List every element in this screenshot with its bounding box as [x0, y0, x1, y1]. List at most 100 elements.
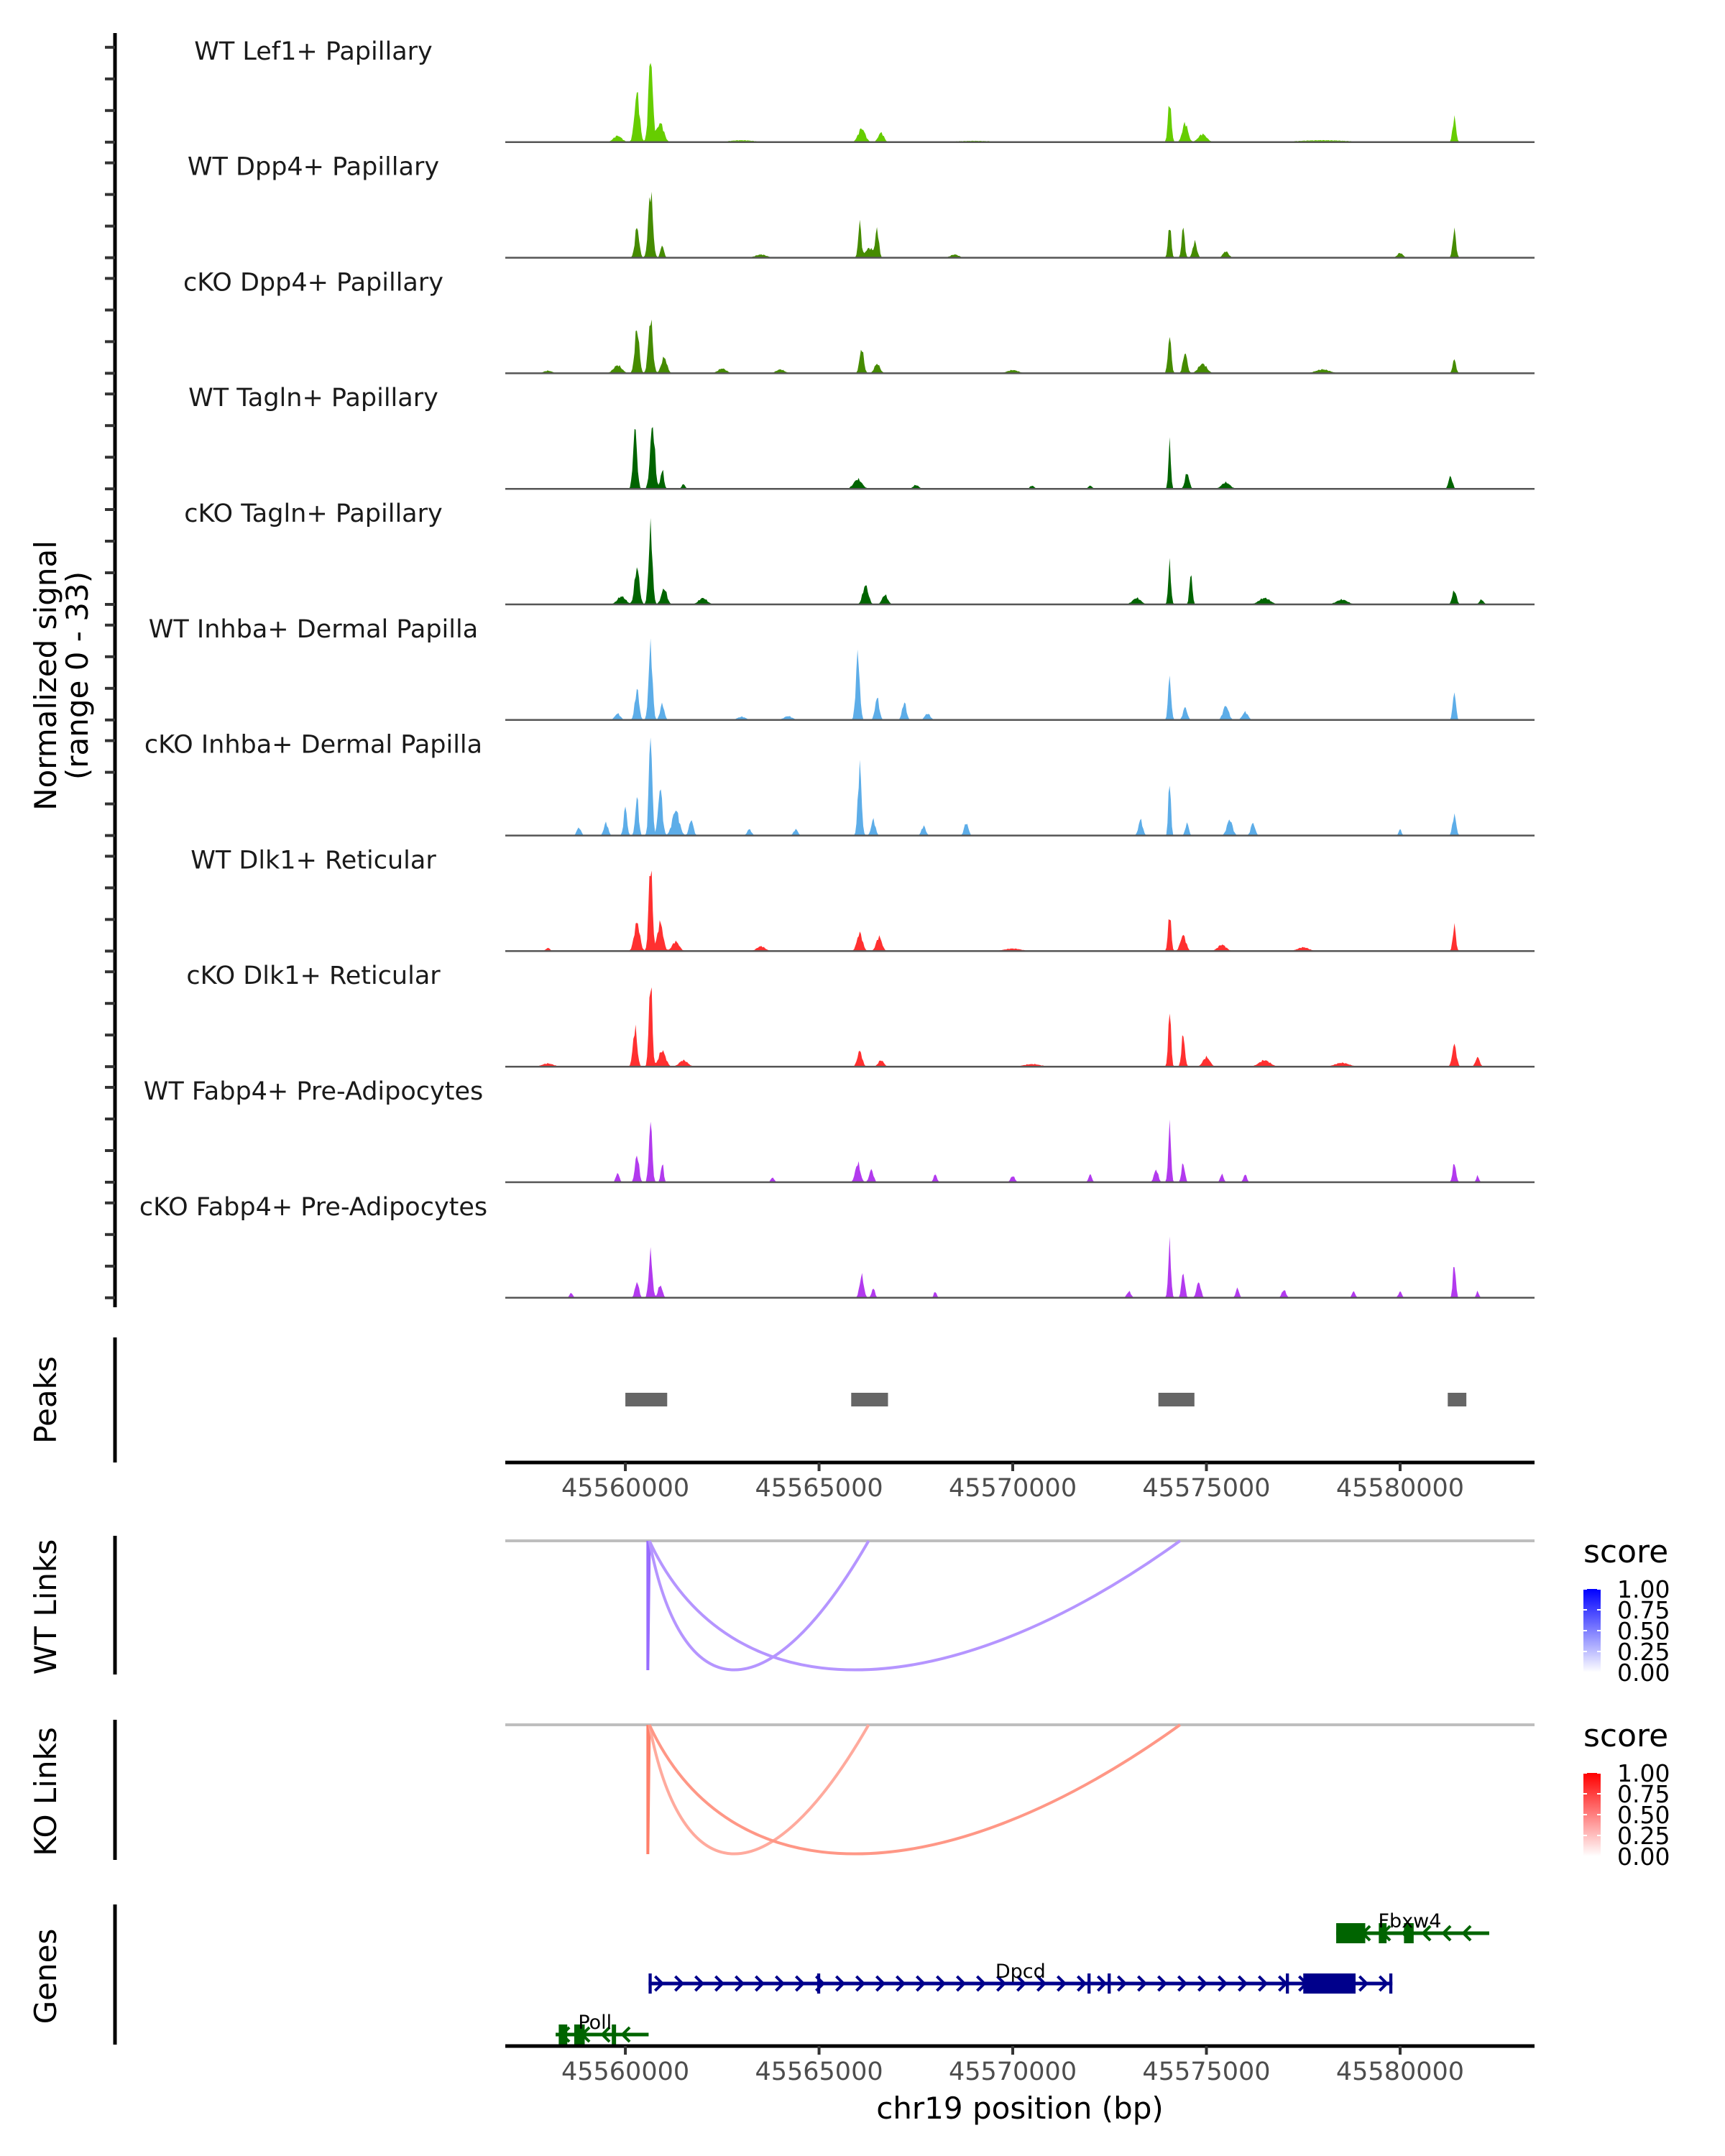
- y-axis-title: Normalized signal (range 0 - 33): [28, 540, 95, 811]
- coverage-track: WT Dpp4+ Papillary: [188, 153, 1535, 259]
- peak-regions: [625, 1393, 1467, 1406]
- peaks-track-label: Peaks: [28, 1356, 63, 1444]
- gene-model: Fbxw4: [1336, 1910, 1489, 1943]
- strand-arrow-icon: [955, 1975, 967, 1992]
- x-axis-title: chr19 position (bp): [876, 2091, 1164, 2126]
- y-axis-title-range: (range 0 - 33): [60, 571, 95, 780]
- coverage-area: [505, 870, 1535, 952]
- strand-arrow-icon: [1217, 1975, 1228, 1992]
- legend-tick-label: 0.00: [1617, 1843, 1670, 1871]
- strand-arrow-icon: [1156, 1975, 1168, 1992]
- coverage-area: [505, 1119, 1535, 1182]
- coverage-track: cKO Dpp4+ Papillary: [183, 268, 1535, 374]
- coverage-area: [505, 191, 1535, 258]
- coverage-y-ticks: [105, 45, 115, 1299]
- track-label: WT Dpp4+ Papillary: [188, 153, 439, 182]
- x-tick-label: 45580000: [1336, 2058, 1464, 2086]
- legend-tick-label: 0.50: [1617, 1617, 1670, 1645]
- strand-arrow-icon: [653, 1975, 665, 1992]
- track-label: cKO Tagln+ Papillary: [184, 499, 443, 528]
- peaks-x-axis: 45560000 45565000 45570000 45575000 45580000: [561, 1462, 1464, 1503]
- peak-region: [625, 1393, 668, 1406]
- strand-arrow-icon: [1016, 1975, 1027, 1992]
- score-legends: score1.000.750.500.250.00score1.000.750.…: [1583, 1534, 1670, 1871]
- strand-arrow-icon: [1056, 1975, 1067, 1992]
- x-tick-label: 45570000: [949, 2058, 1077, 2086]
- strand-arrow-icon: [1237, 1975, 1248, 1992]
- gene-exon: [612, 2024, 617, 2045]
- strand-arrow-icon: [1358, 1975, 1369, 1992]
- gene-label: Poll: [578, 2012, 612, 2034]
- peak-region: [851, 1393, 888, 1406]
- track-label: cKO Dlk1+ Reticular: [186, 962, 441, 990]
- strand-arrow-icon: [995, 1975, 1007, 1992]
- x-axis: 45560000 45565000 45570000 45575000 45580000: [561, 2046, 1464, 2086]
- legend-tick-label: 0.00: [1617, 1659, 1670, 1687]
- x-tick-label: 45560000: [561, 2058, 689, 2086]
- coverage-area: [505, 517, 1535, 604]
- strand-arrow-icon: [1076, 1975, 1087, 1992]
- track-label: cKO Fabp4+ Pre-Adipocytes: [139, 1193, 487, 1222]
- strand-arrow-icon: [915, 1975, 926, 1992]
- gene-exon: [1404, 1923, 1414, 1943]
- strand-arrow-icon: [834, 1975, 846, 1992]
- strand-arrow-icon: [875, 1975, 886, 1992]
- strand-arrow-icon: [935, 1975, 947, 1992]
- strand-arrow-icon: [714, 1975, 725, 1992]
- y-axis-title-main: Normalized signal: [28, 540, 63, 811]
- coverage-area: [505, 1236, 1535, 1298]
- strand-arrow-icon: [1177, 1975, 1188, 1992]
- strand-arrow-icon: [895, 1975, 906, 1992]
- strand-arrow-icon: [1461, 1925, 1472, 1942]
- peak-region: [1158, 1393, 1195, 1406]
- link-arc: [646, 1540, 651, 1671]
- gene-models: Fbxw4 Dpcd Poll: [556, 1910, 1489, 2045]
- x-tick-label: 45575000: [1142, 1474, 1270, 1503]
- gene-exon: [1379, 1923, 1387, 1943]
- gene-exon: [648, 1973, 652, 1994]
- strand-arrow-icon: [1257, 1975, 1269, 1992]
- gene-model: Dpcd: [648, 1961, 1393, 1994]
- legend-tick-label: 1.00: [1617, 1759, 1670, 1787]
- x-tick-label: 45560000: [561, 1474, 689, 1503]
- strand-arrow-icon: [1378, 1975, 1389, 1992]
- gene-exon: [1285, 1973, 1289, 1994]
- strand-arrow-icon: [1441, 1925, 1452, 1942]
- coverage-track: cKO Tagln+ Papillary: [184, 499, 1535, 606]
- link-arc: [648, 1539, 1182, 1672]
- gene-exon: [1108, 1973, 1111, 1994]
- strand-arrow-icon: [975, 1975, 987, 1992]
- gene-exon: [816, 1973, 821, 1994]
- link-tracks: [505, 1539, 1535, 1856]
- coverage-track: WT Dlk1+ Reticular: [190, 846, 1535, 952]
- coverage-track: cKO Dlk1+ Reticular: [186, 962, 1535, 1068]
- strand-arrow-icon: [1197, 1975, 1208, 1992]
- strand-arrow-icon: [734, 1975, 745, 1992]
- legend-tick-label: 0.25: [1617, 1638, 1670, 1666]
- coverage-tracks: WT Lef1+ Papillary WT Dpp4+ Papillary cKO …: [139, 37, 1535, 1299]
- strand-arrow-icon: [600, 2026, 611, 2043]
- coverage-area: [505, 737, 1535, 836]
- strand-arrow-icon: [1096, 1975, 1108, 1992]
- link-arc: [648, 1724, 870, 1856]
- strand-arrow-icon: [1136, 1975, 1148, 1992]
- strand-arrow-icon: [620, 2026, 631, 2043]
- score-legend: score 1.000.750.500.250.00: [1583, 1718, 1670, 1871]
- coverage-area: [505, 63, 1535, 142]
- score-legend: score 1.000.750.500.250.00: [1583, 1534, 1670, 1687]
- legend-tick-label: 1.00: [1617, 1575, 1670, 1603]
- strand-arrow-icon: [1421, 1925, 1432, 1942]
- gene-exon: [558, 2024, 568, 2045]
- legend-title: score: [1583, 1534, 1668, 1570]
- x-tick-label: 45565000: [755, 2058, 883, 2086]
- gene-exon: [1303, 1973, 1356, 1994]
- gene-label: Dpcd: [995, 1961, 1046, 1983]
- strand-arrow-icon: [794, 1975, 806, 1992]
- legend-title: score: [1583, 1718, 1668, 1754]
- strand-arrow-icon: [774, 1975, 786, 1992]
- link-arc: [648, 1723, 1182, 1856]
- link-arc: [648, 1540, 870, 1672]
- coverage-track: cKO Fabp4+ Pre-Adipocytes: [139, 1193, 1535, 1299]
- legend-tick-label: 0.75: [1617, 1780, 1670, 1808]
